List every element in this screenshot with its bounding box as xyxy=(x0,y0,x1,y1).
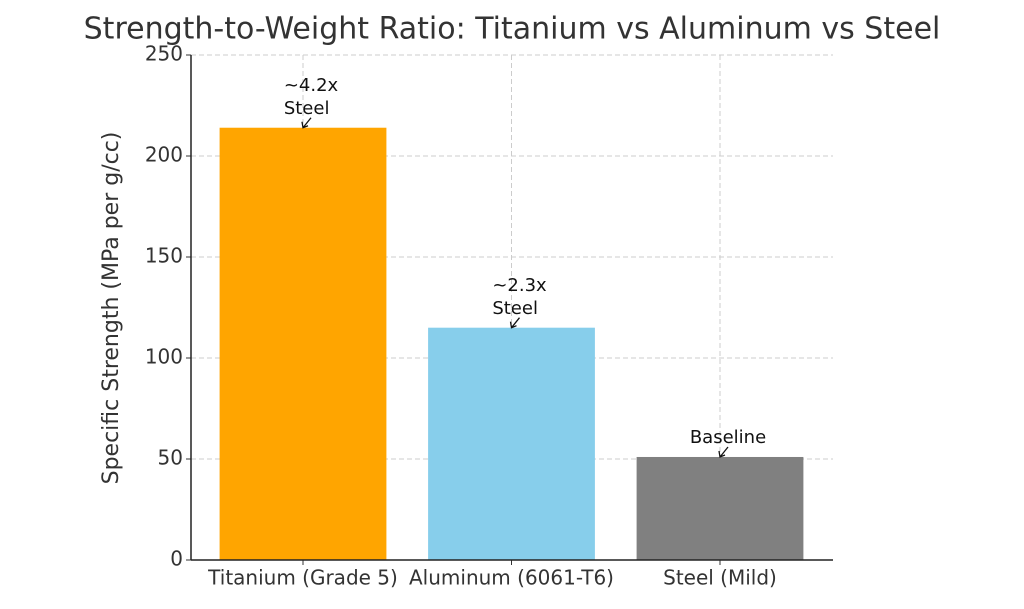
annotation-arrow xyxy=(301,117,312,129)
bar xyxy=(636,456,804,560)
annotation-arrow xyxy=(509,317,521,329)
x-tick-label: Titanium (Grade 5) xyxy=(207,566,398,590)
annotation: Baseline xyxy=(689,426,767,448)
y-axis-label: Specific Strength (MPa per g/cc) xyxy=(99,132,124,485)
y-tick-label: 50 xyxy=(158,446,183,470)
x-tick-label: Aluminum (6061-T6) xyxy=(409,566,614,590)
x-tick-label: Steel (Mild) xyxy=(663,566,777,590)
bar xyxy=(428,327,595,560)
y-tick-label: 150 xyxy=(145,244,183,268)
chart-title: Strength-to-Weight Ratio: Titanium vs Al… xyxy=(84,12,941,47)
bar xyxy=(219,127,387,560)
y-tick-label: 250 xyxy=(145,42,183,66)
annotation: ~2.3x Steel xyxy=(492,274,547,319)
y-tick-label: 0 xyxy=(170,547,183,571)
annotation-arrow xyxy=(718,446,729,458)
y-tick-label: 200 xyxy=(145,143,183,167)
y-tick-label: 100 xyxy=(145,345,183,369)
annotation: ~4.2x Steel xyxy=(283,74,339,119)
